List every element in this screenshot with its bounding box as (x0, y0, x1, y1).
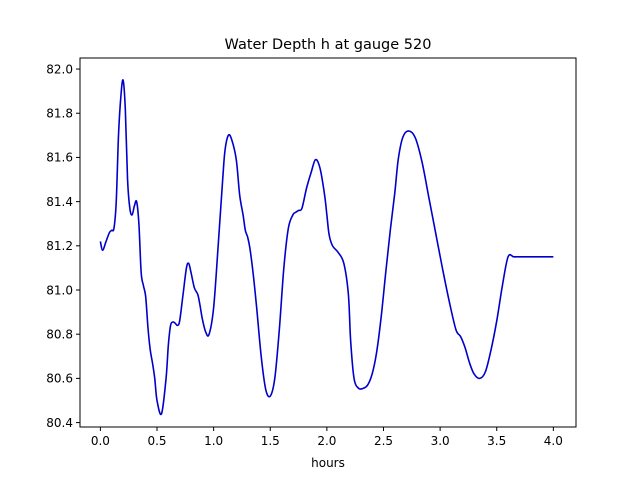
plot-frame (79, 57, 577, 428)
y-axis: 80.4 80.6 80.8 81.0 81.2 81.4 81.6 81.8 82.0 (46, 62, 80, 430)
y-tick-label: 80.6 (46, 372, 73, 386)
chart-title: Water Depth h at gauge 520 (225, 37, 432, 53)
x-tick-label: 3.5 (487, 434, 506, 448)
y-tick-label: 80.4 (46, 416, 73, 430)
x-axis-label: hours (311, 456, 345, 470)
x-tick-label: 0.0 (91, 434, 110, 448)
x-tick-label: 0.5 (147, 434, 166, 448)
y-tick-label: 81.2 (46, 239, 73, 253)
y-tick-label: 81.4 (46, 195, 73, 209)
y-tick-label: 82.0 (46, 62, 73, 76)
y-tick-label: 81.8 (46, 107, 73, 121)
x-tick-label: 1.0 (204, 434, 223, 448)
y-tick-label: 81.0 (46, 283, 73, 297)
x-tick-label: 2.5 (374, 434, 393, 448)
x-axis: 0.0 0.5 1.0 1.5 2.0 2.5 3.0 3.5 4.0 (91, 427, 563, 448)
x-tick-label: 4.0 (544, 434, 563, 448)
x-tick-label: 1.5 (261, 434, 280, 448)
y-tick-label: 80.8 (46, 327, 73, 341)
y-tick-label: 81.6 (46, 151, 73, 165)
plot-area (99, 79, 554, 416)
series-line (99, 79, 554, 416)
x-tick-label: 2.0 (317, 434, 336, 448)
x-tick-label: 3.0 (431, 434, 450, 448)
